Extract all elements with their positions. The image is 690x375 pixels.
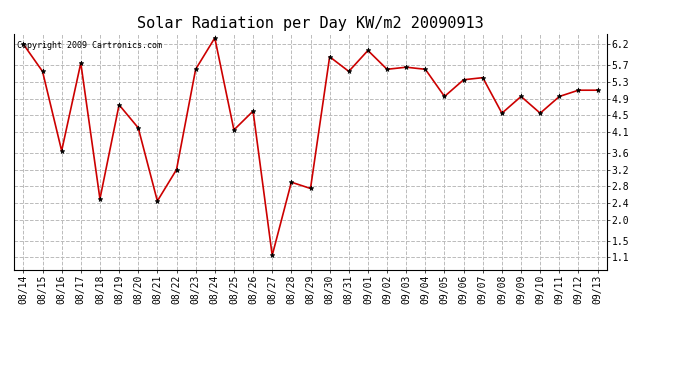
Title: Solar Radiation per Day KW/m2 20090913: Solar Radiation per Day KW/m2 20090913: [137, 16, 484, 31]
Text: Copyright 2009 Cartronics.com: Copyright 2009 Cartronics.com: [17, 41, 161, 50]
